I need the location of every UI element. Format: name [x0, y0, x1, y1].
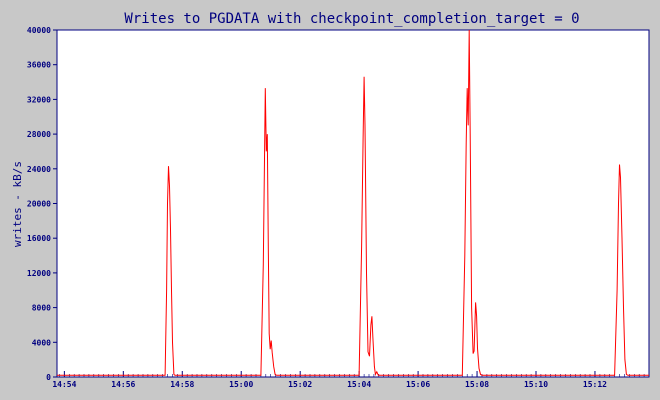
x-tick-label-3: 15:00	[229, 380, 253, 389]
y-tick-label-8: 32000	[27, 95, 51, 104]
y-tick-label-4: 16000	[27, 234, 51, 243]
x-tick-label-9: 15:12	[583, 380, 607, 389]
y-tick-label-6: 24000	[27, 165, 51, 174]
y-axis-ticks: 0 4000 8000 12000 16000 20000 24000 28000 32000 3…	[27, 26, 57, 382]
x-tick-label-2: 14:58	[170, 380, 194, 389]
chart-title: Writes to PGDATA with checkpoint_complet…	[124, 11, 579, 27]
y-tick-label-3: 12000	[27, 269, 51, 278]
x-tick-label-7: 15:08	[465, 380, 489, 389]
x-tick-label-4: 15:02	[288, 380, 312, 389]
x-tick-label-8: 15:10	[524, 380, 548, 389]
x-tick-label-1: 14:56	[111, 380, 135, 389]
y-axis-label: writes - kB/s	[11, 161, 24, 247]
y-tick-label-0: 0	[46, 373, 51, 382]
y-tick-label-1: 4000	[32, 338, 51, 347]
y-tick-label-2: 8000	[32, 304, 51, 313]
x-tick-label-0: 14:54	[52, 380, 76, 389]
x-tick-label-5: 15:04	[347, 380, 371, 389]
x-tick-label-6: 15:06	[406, 380, 430, 389]
y-tick-label-7: 28000	[27, 130, 51, 139]
y-tick-label-9: 36000	[27, 61, 51, 70]
y-tick-label-5: 20000	[27, 200, 51, 209]
series-line-writes	[57, 29, 649, 377]
y-tick-label-10: 40000	[27, 26, 51, 35]
x-axis-ticks: 14:54 14:56 14:58 15:00 15:02 15:04 15:06 15:08…	[52, 371, 607, 389]
plot-area	[56, 29, 650, 378]
